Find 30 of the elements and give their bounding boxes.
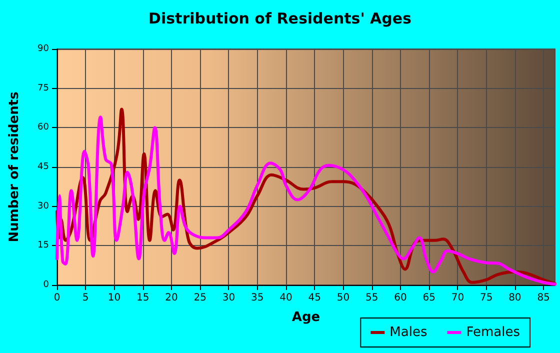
legend-label: Males — [390, 325, 428, 340]
x-tick-label: 35 — [250, 292, 264, 304]
x-tick-label: 25 — [194, 292, 206, 304]
y-tick-label: 60 — [38, 122, 50, 133]
x-tick-label: 85 — [537, 292, 550, 304]
x-tick-label: 50 — [336, 292, 350, 304]
x-tick-label: 40 — [280, 292, 292, 304]
x-tick-label: 60 — [394, 292, 407, 304]
x-tick-label: 80 — [508, 292, 522, 304]
x-tick-label: 70 — [451, 292, 464, 304]
y-tick-label: 15 — [38, 240, 49, 251]
x-tick-label: 65 — [422, 292, 436, 304]
x-tick-label: 5 — [82, 292, 89, 304]
x-tick-label: 15 — [136, 292, 150, 304]
x-tick-label: 20 — [165, 292, 178, 304]
y-tick-label: 30 — [38, 201, 50, 212]
x-tick-label: 75 — [480, 292, 493, 304]
legend-label: Females — [466, 325, 520, 340]
x-tick-label: 45 — [308, 292, 321, 304]
x-tick-label: 30 — [222, 292, 236, 304]
y-tick-label: 90 — [38, 44, 50, 54]
y-axis-title: Number of residents — [7, 91, 22, 242]
x-tick-label: 55 — [365, 292, 378, 304]
x-axis-title: Age — [292, 310, 320, 325]
y-tick-label: 0 — [43, 280, 50, 290]
x-tick-label: 10 — [108, 292, 121, 304]
y-tick-label: 75 — [38, 83, 49, 94]
chart-title: Distribution of Residents' Ages — [148, 10, 412, 28]
x-tick-label: 0 — [54, 292, 60, 304]
y-tick-label: 45 — [38, 162, 49, 172]
